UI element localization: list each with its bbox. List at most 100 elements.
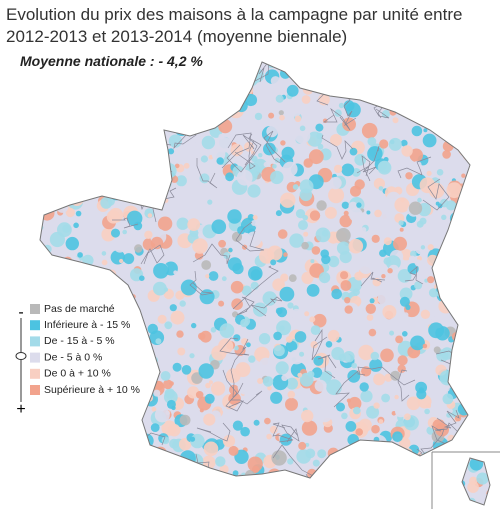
map-patch	[335, 62, 344, 65]
map-patch	[400, 139, 408, 147]
department-border	[112, 217, 139, 229]
map-patch	[295, 209, 306, 219]
map-patch	[255, 482, 266, 493]
department-border	[311, 328, 328, 361]
map-patch	[40, 82, 49, 93]
map-patch	[253, 302, 268, 317]
department-border	[116, 123, 172, 146]
map-patch	[111, 354, 122, 364]
map-patch	[477, 265, 485, 272]
map-patch	[273, 345, 285, 357]
map-patch	[161, 172, 168, 179]
map-patch	[55, 422, 68, 435]
map-patch	[461, 173, 466, 178]
map-patch	[437, 203, 443, 209]
map-patch	[413, 492, 428, 505]
map-patch	[113, 366, 119, 372]
map-patch	[311, 367, 323, 379]
map-patch	[471, 162, 475, 167]
map-patch	[166, 499, 173, 505]
map-patch	[86, 442, 95, 451]
map-patch	[318, 479, 333, 494]
department-border	[126, 151, 146, 174]
map-patch	[359, 382, 369, 392]
map-patch	[48, 401, 62, 415]
map-patch	[466, 275, 473, 281]
map-patch	[313, 355, 324, 366]
map-patch	[417, 79, 426, 88]
map-patch	[349, 147, 358, 156]
map-patch	[319, 272, 331, 284]
map-patch	[424, 472, 435, 483]
map-patch	[200, 155, 208, 163]
map-patch	[226, 480, 231, 485]
map-patch	[91, 478, 107, 494]
map-patch	[182, 114, 194, 126]
map-patch	[82, 134, 95, 146]
map-patch	[348, 238, 364, 254]
map-patch	[412, 487, 418, 493]
map-patch	[48, 188, 63, 204]
map-patch	[287, 458, 294, 465]
map-patch	[380, 348, 394, 363]
map-patch	[207, 199, 213, 205]
map-patch	[69, 404, 80, 415]
department-border	[178, 478, 202, 505]
map-patch	[101, 251, 107, 256]
map-patch	[326, 379, 342, 396]
map-patch	[179, 300, 186, 307]
map-patch	[339, 214, 352, 228]
map-patch	[368, 484, 383, 499]
map-patch	[88, 215, 105, 232]
map-patch	[211, 345, 227, 361]
map-patch	[78, 153, 92, 166]
map-patch	[226, 481, 239, 495]
map-patch	[147, 498, 153, 504]
map-patch	[472, 296, 482, 306]
map-patch	[88, 194, 93, 199]
map-patch	[321, 254, 331, 265]
map-patch	[269, 425, 278, 434]
map-patch	[211, 82, 227, 99]
map-patch	[118, 473, 128, 483]
map-patch	[155, 99, 167, 110]
map-patch	[317, 143, 324, 150]
map-patch	[234, 345, 239, 351]
map-patch	[235, 500, 248, 505]
map-patch	[397, 355, 408, 366]
map-patch	[99, 168, 112, 180]
map-patch	[400, 249, 412, 261]
map-patch	[371, 434, 387, 451]
legend: - + Pas de marché Inférieure à - 15 % De -…	[15, 303, 140, 418]
map-patch	[126, 405, 141, 420]
map-patch	[348, 396, 362, 411]
map-patch	[302, 214, 309, 221]
map-patch	[292, 108, 301, 117]
map-patch	[310, 259, 315, 264]
map-patch	[427, 244, 434, 251]
map-patch	[367, 62, 384, 76]
map-patch	[383, 66, 394, 77]
map-patch	[49, 289, 55, 295]
map-patch	[230, 280, 244, 294]
map-patch	[154, 407, 170, 423]
map-patch	[351, 471, 360, 480]
map-patch	[360, 390, 373, 403]
map-patch	[369, 62, 383, 76]
map-patch	[399, 227, 404, 232]
map-patch	[60, 477, 65, 482]
map-patch	[331, 473, 339, 481]
map-patch	[344, 75, 353, 84]
map-patch	[390, 370, 401, 381]
map-patch	[473, 329, 487, 342]
map-patch	[335, 454, 350, 468]
map-patch	[374, 209, 382, 218]
map-patch	[116, 70, 130, 84]
map-patch	[195, 391, 204, 399]
map-patch	[75, 437, 84, 446]
map-patch	[245, 479, 253, 487]
map-patch	[115, 345, 126, 356]
map-patch	[328, 187, 345, 204]
map-patch	[111, 396, 123, 407]
